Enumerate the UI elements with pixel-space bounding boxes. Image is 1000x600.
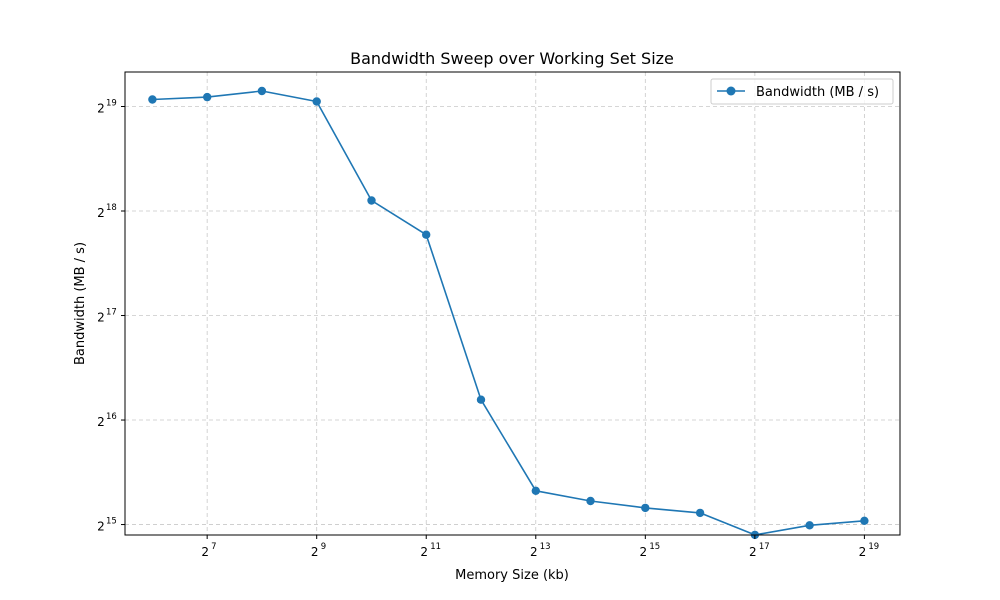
legend-label: Bandwidth (MB / s)	[756, 85, 879, 100]
data-point	[641, 503, 650, 513]
data-point	[367, 196, 376, 205]
x-tick-exponent: 15	[649, 542, 660, 552]
data-point	[476, 395, 486, 404]
x-tick-label: 2	[639, 545, 647, 559]
x-tick-label: 2	[311, 545, 319, 559]
chart-title: Bandwidth Sweep over Working Set Size	[350, 49, 674, 68]
data-point	[148, 95, 157, 104]
legend-marker-swatch	[726, 86, 736, 96]
x-tick-label: 2	[420, 545, 428, 559]
y-tick-exponent: 18	[106, 203, 117, 213]
x-tick-exponent: 19	[868, 542, 879, 552]
y-tick-exponent: 16	[106, 412, 117, 422]
x-tick-exponent: 17	[759, 542, 770, 552]
y-tick-label: 2	[97, 206, 105, 220]
x-tick-exponent: 9	[321, 542, 326, 552]
data-point	[805, 521, 814, 530]
y-tick-label: 2	[97, 101, 105, 115]
x-tick-exponent: 13	[540, 542, 551, 552]
y-tick-label: 2	[97, 311, 105, 325]
x-tick-label: 2	[530, 545, 538, 559]
y-tick-exponent: 19	[106, 98, 117, 108]
y-tick-exponent: 15	[106, 517, 117, 527]
y-tick-exponent: 17	[106, 308, 117, 318]
x-tick-label: 2	[201, 545, 209, 559]
axis-ticks: 2 7 2 9 2 11 2 13 2 15 2 17 2 192 152 162 172 182 19	[97, 98, 879, 559]
data-point	[695, 508, 705, 518]
data-point	[422, 230, 431, 239]
data-point	[257, 86, 267, 96]
data-point	[203, 92, 212, 102]
y-axis-label: Bandwidth (MB / s)	[73, 242, 88, 365]
x-axis-label: Memory Size (kb)	[455, 568, 569, 583]
series-layer	[148, 86, 869, 540]
data-point	[531, 486, 540, 495]
series-line	[152, 90, 865, 536]
legend: Bandwidth (MB / s)	[710, 78, 894, 105]
data-point	[860, 516, 869, 525]
grid	[125, 72, 900, 535]
x-tick-label: 2	[859, 545, 867, 559]
x-tick-exponent: 11	[430, 542, 441, 552]
y-tick-label: 2	[97, 520, 105, 534]
plot-frame	[124, 71, 901, 536]
y-tick-label: 2	[97, 415, 105, 429]
data-point	[586, 496, 595, 506]
data-point	[312, 97, 321, 106]
x-tick-exponent: 7	[211, 542, 216, 552]
legend-box	[710, 78, 894, 105]
x-tick-label: 2	[749, 545, 757, 559]
